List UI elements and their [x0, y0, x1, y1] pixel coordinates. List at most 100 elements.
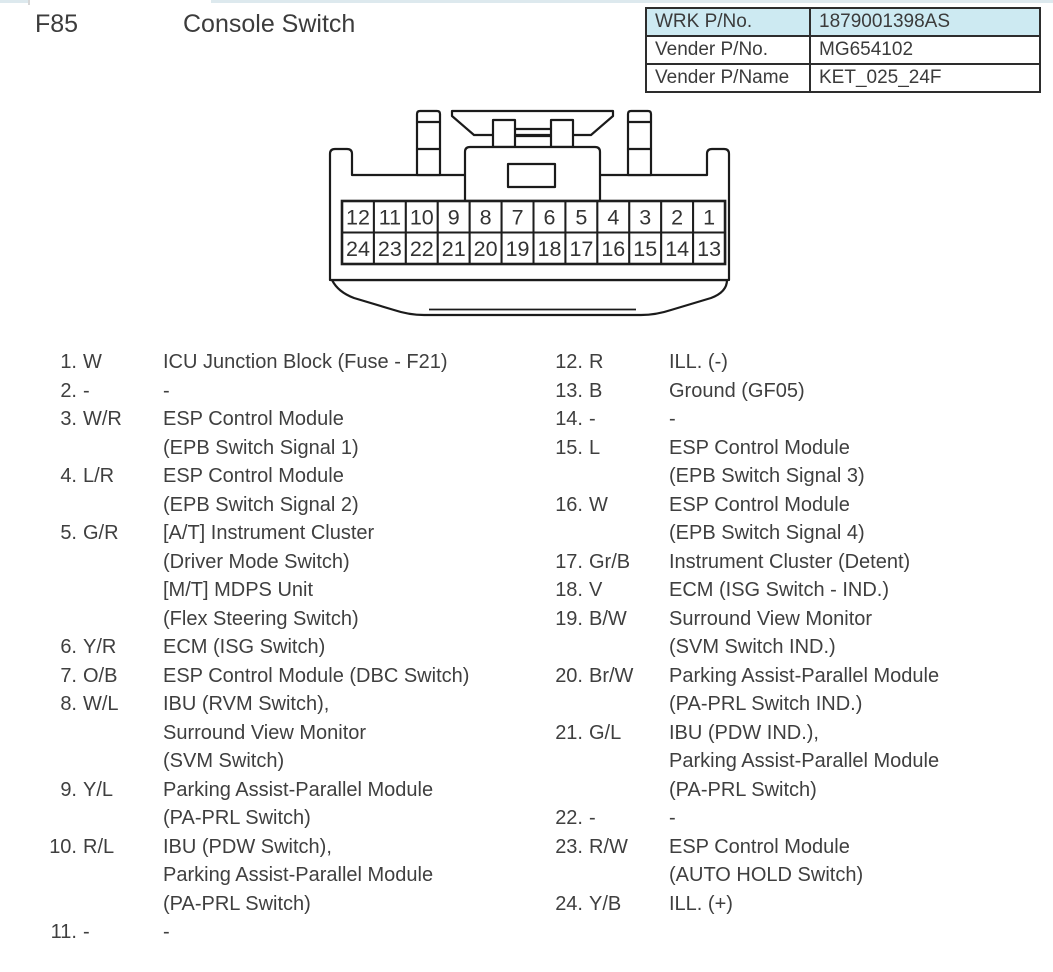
- pin-cell-number: 12: [346, 205, 370, 229]
- top-divider: [0, 0, 1053, 3]
- pin-entry-5: 5. G/R [A/T] Instrument Cluster (Driver Mod…: [45, 519, 550, 633]
- pin-number: 15.: [555, 436, 583, 459]
- pin-description: ESP Control Module (AUTO HOLD Switch): [669, 835, 864, 887]
- pin-entry-16: 16. W ESP Control Module (EPB Switch Signal…: [551, 491, 1053, 548]
- pin-cell-10: [404, 200, 439, 234]
- pin-number: 7.: [60, 664, 77, 687]
- pin-cell-number: 14: [665, 237, 689, 261]
- pin-cell-number: 3: [639, 205, 651, 229]
- info-table-row: Vender P/No. MG654102: [645, 35, 1041, 65]
- pin-entry-19: 19. B/W Surround View Monitor (SVM Switch I…: [551, 605, 1053, 662]
- pin-label: 13. B: [551, 377, 669, 406]
- wire-color: V: [589, 579, 603, 601]
- info-row-label: Vender P/Name: [645, 63, 811, 93]
- pin-number: 8.: [60, 693, 77, 715]
- pin-number: 6.: [60, 636, 77, 658]
- pin-cell-2: [660, 200, 695, 234]
- pin-entry-4: 4. L/R ESP Control Module (EPB Switch Signa…: [45, 462, 550, 519]
- pin-entry-9: 9. Y/L Parking Assist-Parallel Module (PA-P…: [45, 776, 550, 833]
- pin-cell-number: 20: [474, 237, 498, 261]
- pin-description: ILL. (+): [669, 892, 733, 915]
- page-title: Console Switch: [183, 10, 356, 38]
- pin-entry-3: 3. W/R ESP Control Module (EPB Switch Signa…: [45, 405, 550, 462]
- info-row-label: Vender P/No.: [645, 35, 811, 65]
- pin-description: Instrument Cluster (Detent): [669, 550, 911, 573]
- pin-cell-number: 11: [379, 205, 401, 229]
- info-table-row: WRK P/No. 1879001398AS: [645, 7, 1041, 37]
- pin-description: Surround View Monitor (SVM Switch IND.): [669, 607, 873, 659]
- pin-cell-number: 18: [538, 237, 562, 261]
- pin-label: 10. R/L: [45, 833, 163, 862]
- pinout-list-left: 1. W ICU Junction Block (Fuse - F21) 2. - -3.…: [45, 348, 550, 947]
- pin-description: IBU (RVM Switch), Surround View Monitor (S…: [163, 693, 367, 772]
- right-post: [626, 109, 653, 177]
- pin-description: -: [163, 921, 170, 943]
- pin-description: ESP Control Module (EPB Switch Signal 3): [669, 436, 865, 488]
- pin-label: 1. W: [45, 348, 163, 377]
- pin-description: -: [669, 807, 676, 829]
- pin-cell-number: 9: [448, 205, 460, 229]
- pin-label: 2. -: [45, 377, 163, 406]
- pin-cell-number: 19: [506, 237, 530, 261]
- pin-entry-1: 1. W ICU Junction Block (Fuse - F21): [45, 348, 550, 377]
- pin-entry-17: 17. Gr/B Instrument Cluster (Detent): [551, 548, 1053, 577]
- pin-description: ESP Control Module (EPB Switch Signal 1): [163, 408, 359, 459]
- info-row-value: 1879001398AS: [809, 7, 1041, 37]
- pin-number: 19.: [555, 607, 583, 630]
- pin-cell-number: 8: [480, 205, 492, 229]
- wire-color: Y/L: [83, 778, 114, 801]
- wire-color: Br/W: [589, 664, 634, 687]
- pin-cell-number: 15: [633, 237, 657, 261]
- pin-number: 4.: [60, 465, 77, 487]
- wire-color: Y/B: [589, 892, 622, 915]
- pin-number: 20.: [555, 664, 583, 687]
- pin-entry-2: 2. - -: [45, 377, 550, 406]
- latch-clip-left: [491, 118, 517, 149]
- pin-label: 3. W/R: [45, 405, 163, 434]
- wire-color: W/R: [83, 408, 122, 430]
- info-table-row: Vender P/Name KET_025_24F: [645, 63, 1041, 93]
- wire-color: O/B: [83, 664, 118, 687]
- pin-description: ESP Control Module (EPB Switch Signal 4): [669, 493, 865, 545]
- pin-label: 11. -: [45, 918, 163, 947]
- info-table-body: WRK P/No. 1879001398AS Vender P/No. MG65410…: [645, 7, 1041, 93]
- pin-description: ECM (ISG Switch): [163, 636, 326, 658]
- wire-color: Gr/B: [589, 550, 631, 573]
- info-row-label: WRK P/No.: [645, 7, 811, 37]
- pin-number: 3.: [60, 408, 77, 430]
- wire-color: R/W: [589, 835, 628, 858]
- pin-cell-number: 23: [378, 237, 402, 261]
- pin-label: 12. R: [551, 348, 669, 377]
- pin-cell-21: [436, 231, 471, 265]
- pin-number: 16.: [555, 493, 583, 516]
- pin-description: ECM (ISG Switch - IND.): [669, 579, 890, 601]
- pin-cell-number: 2: [671, 205, 683, 229]
- wire-color: R/L: [83, 835, 115, 858]
- pin-number: 10.: [49, 835, 77, 858]
- pin-number: 2.: [60, 379, 77, 402]
- pin-description: ICU Junction Block (Fuse - F21): [163, 351, 448, 373]
- pin-number: 14.: [555, 408, 583, 430]
- pin-cell-number: 1: [703, 205, 715, 229]
- wire-color: W: [589, 493, 608, 516]
- info-row-value: KET_025_24F: [809, 63, 1041, 93]
- pin-cell-number: 24: [346, 237, 370, 261]
- pin-description: ESP Control Module (DBC Switch): [163, 664, 470, 687]
- pin-entry-8: 8. W/L IBU (RVM Switch), Surround View Moni…: [45, 690, 550, 776]
- pin-cell-number: 17: [569, 237, 593, 261]
- pin-cell-number: 22: [410, 237, 434, 261]
- wire-color: -: [83, 921, 90, 943]
- pin-cell-number: 5: [575, 205, 587, 229]
- pin-label: 7. O/B: [45, 662, 163, 691]
- pin-label: 22. -: [551, 804, 669, 833]
- pin-cell-24: [341, 231, 375, 265]
- pin-entry-22: 22. - -: [551, 804, 1053, 833]
- pin-label: 17. Gr/B: [551, 548, 669, 577]
- pin-cell-number: 13: [697, 237, 721, 261]
- pin-description: IBU (PDW IND.), Parking Assist-Parallel M…: [669, 721, 940, 801]
- pin-entry-11: 11. - -: [45, 918, 550, 947]
- wire-color: R: [589, 351, 604, 373]
- pin-description: ILL. (-): [669, 351, 728, 373]
- wire-color: -: [589, 807, 596, 829]
- pin-label: 19. B/W: [551, 605, 669, 634]
